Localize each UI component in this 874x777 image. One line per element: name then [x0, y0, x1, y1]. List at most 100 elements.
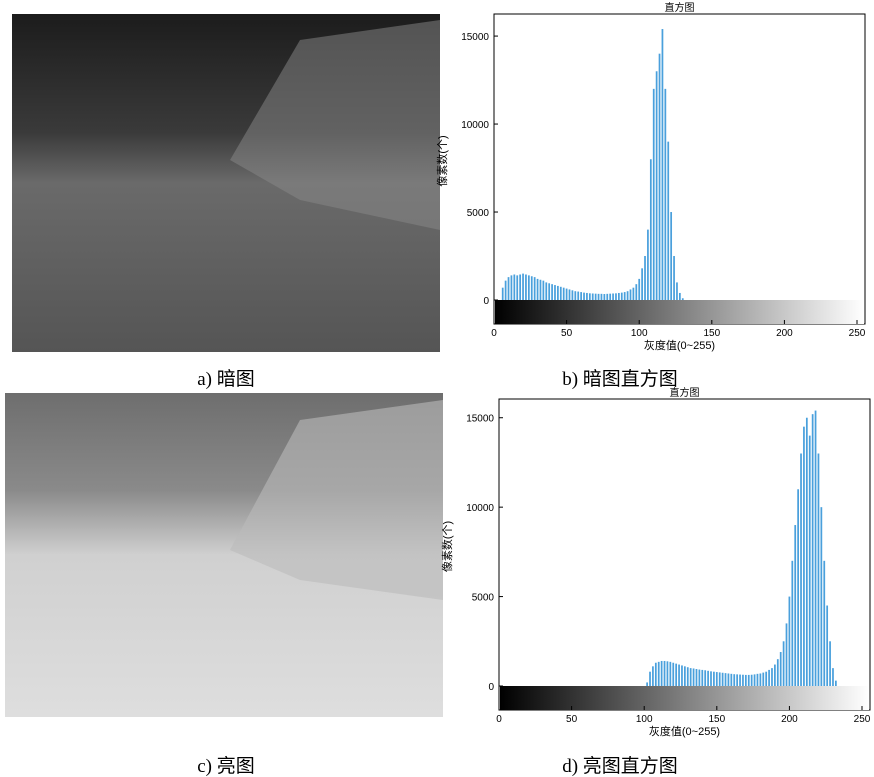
bar	[667, 142, 669, 300]
x-axis-label: 灰度值(0~255)	[644, 338, 715, 352]
bar	[624, 292, 626, 300]
x-tick-label: 100	[631, 328, 648, 339]
bar	[789, 597, 791, 686]
bar	[682, 298, 684, 300]
bar	[655, 663, 657, 686]
bar	[633, 288, 635, 300]
bar	[774, 665, 776, 686]
bar	[531, 276, 533, 300]
bar	[664, 661, 666, 686]
bar	[528, 275, 530, 300]
caption: d) 亮图直方图	[562, 755, 678, 777]
bar	[650, 159, 652, 300]
bar	[572, 290, 574, 300]
bar	[644, 256, 646, 300]
bar	[627, 291, 629, 300]
bar	[525, 274, 527, 300]
bar	[615, 293, 617, 300]
bar	[658, 662, 660, 686]
bar	[586, 293, 588, 300]
bar	[823, 561, 825, 686]
bar	[829, 641, 831, 686]
bar	[519, 274, 521, 300]
bar	[595, 294, 597, 300]
bar	[516, 275, 518, 300]
bar	[563, 288, 565, 300]
bar	[554, 285, 556, 300]
bar	[670, 212, 672, 300]
bar	[606, 294, 608, 300]
x-tick-label: 50	[566, 714, 578, 725]
bar	[542, 281, 544, 300]
bar	[641, 268, 643, 300]
bar	[511, 275, 513, 300]
plot-area	[494, 14, 865, 324]
bar	[751, 675, 753, 686]
x-tick-label: 250	[849, 328, 866, 339]
x-tick-label: 0	[496, 714, 502, 725]
bar	[777, 659, 779, 686]
bar	[580, 292, 582, 300]
bar	[569, 289, 571, 300]
y-tick-label: 10000	[461, 120, 489, 131]
bar	[786, 623, 788, 686]
bar	[652, 666, 654, 686]
bar	[730, 674, 732, 686]
bar	[513, 274, 515, 300]
bar	[662, 29, 664, 300]
x-tick-label: 150	[708, 714, 725, 725]
x-tick-label: 150	[703, 328, 720, 339]
bar	[635, 284, 637, 300]
bar	[646, 682, 648, 686]
bar	[661, 661, 663, 686]
bar	[534, 277, 536, 300]
bar	[693, 668, 695, 686]
caption: a) 暗图	[197, 368, 255, 390]
bar	[672, 663, 674, 686]
bar	[630, 289, 632, 300]
bar	[664, 89, 666, 300]
caption: b) 暗图直方图	[562, 368, 678, 390]
chart-title: 直方图	[670, 386, 700, 399]
bar	[820, 507, 822, 686]
colorbar	[495, 300, 864, 324]
bar	[583, 293, 585, 300]
bar	[725, 673, 727, 686]
bar	[759, 673, 761, 686]
bar	[701, 670, 703, 686]
bar	[609, 294, 611, 300]
bar	[771, 668, 773, 686]
bar	[812, 414, 814, 686]
bar	[745, 675, 747, 686]
y-tick-label: 10000	[466, 503, 494, 514]
bar	[621, 293, 623, 300]
bar	[707, 671, 709, 686]
bar	[647, 230, 649, 300]
bar	[638, 279, 640, 300]
bar	[797, 489, 799, 686]
x-axis-label: 灰度值(0~255)	[649, 724, 720, 738]
bar	[762, 673, 764, 686]
bar	[806, 418, 808, 686]
bar	[566, 289, 568, 300]
bar	[736, 674, 738, 686]
bar	[551, 284, 553, 300]
bar	[739, 675, 741, 686]
bar	[716, 672, 718, 686]
y-tick-label: 5000	[467, 208, 490, 219]
caption: c) 亮图	[197, 755, 255, 777]
bar	[780, 652, 782, 686]
bar	[681, 665, 683, 686]
bar	[690, 668, 692, 686]
x-tick-label: 200	[781, 714, 798, 725]
bar	[679, 293, 681, 300]
bar	[537, 279, 539, 300]
bar	[757, 674, 759, 686]
y-tick-label: 0	[483, 296, 489, 307]
bar	[678, 665, 680, 686]
bar	[612, 293, 614, 300]
y-axis-label: 像素数(个)	[441, 521, 454, 572]
bar	[560, 287, 562, 300]
bar	[815, 411, 817, 686]
chart-title: 直方图	[665, 1, 695, 14]
